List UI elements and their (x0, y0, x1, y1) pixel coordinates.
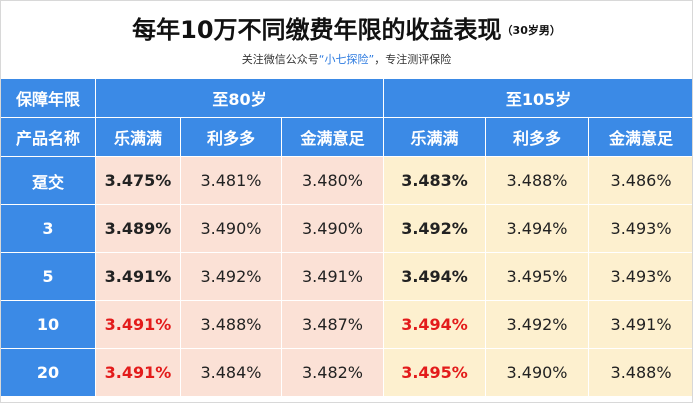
header-cell-term-label: 保障年限 (0, 78, 96, 118)
header-cell-product: 乐满满 (95, 117, 181, 157)
value-cell: 3.488% (180, 300, 282, 349)
value-cell: 3.491% (280, 252, 385, 301)
header-cell-product: 利多多 (180, 117, 282, 157)
table-row: 5 3.491% 3.492% 3.491% 3.494% 3.495% 3.4… (0, 252, 693, 301)
value-cell: 3.490% (180, 204, 282, 253)
subtitle: 关注微信公众号“小七探险”，专注测评保险 (0, 53, 693, 67)
value-cell: 3.493% (588, 252, 693, 301)
value-cell: 3.488% (588, 348, 693, 397)
value-cell: 3.491% (588, 300, 693, 349)
value-cell: 3.490% (280, 204, 385, 253)
row-term-label: 10 (0, 300, 96, 349)
value-cell: 3.489% (95, 204, 181, 253)
value-cell: 3.484% (180, 348, 282, 397)
title-suffix: （30岁男） (501, 24, 561, 37)
value-cell: 3.492% (180, 252, 282, 301)
header-cell-product: 乐满满 (383, 117, 487, 157)
value-cell: 3.494% (485, 204, 590, 253)
row-term-label: 趸交 (0, 156, 96, 205)
value-cell: 3.490% (485, 348, 590, 397)
header: 每年10万不同缴费年限的收益表现（30岁男） 关注微信公众号“小七探险”，专注测… (0, 0, 693, 78)
value-cell: 3.493% (588, 204, 693, 253)
value-cell: 3.492% (485, 300, 590, 349)
subtitle-suffix: ，专注测评保险 (374, 53, 452, 66)
value-cell: 3.488% (485, 156, 590, 205)
value-cell: 3.495% (485, 252, 590, 301)
value-cell: 3.483% (383, 156, 487, 205)
value-cell-highlight: 3.491% (95, 300, 181, 349)
page-title-line: 每年10万不同缴费年限的收益表现（30岁男） (0, 14, 693, 47)
row-term-label: 3 (0, 204, 96, 253)
table-row: 10 3.491% 3.488% 3.487% 3.494% 3.492% 3.… (0, 300, 693, 349)
yield-table: 保障年限 至80岁 至105岁 产品名称 乐满满 利多多 金满意足 乐满满 利多… (0, 78, 693, 397)
header-cell-product: 金满意足 (280, 117, 385, 157)
value-cell: 3.494% (383, 252, 487, 301)
table-row: 3 3.489% 3.490% 3.490% 3.492% 3.494% 3.4… (0, 204, 693, 253)
page-title: 每年10万不同缴费年限的收益表现 (132, 16, 502, 44)
value-cell: 3.482% (280, 348, 385, 397)
header-cell-product: 金满意足 (588, 117, 693, 157)
header-row-products: 产品名称 乐满满 利多多 金满意足 乐满满 利多多 金满意足 (0, 117, 693, 157)
header-cell-product-label: 产品名称 (0, 117, 96, 157)
header-cell-product: 利多多 (485, 117, 590, 157)
value-cell: 3.487% (280, 300, 385, 349)
header-row-term: 保障年限 至80岁 至105岁 (0, 78, 693, 118)
value-cell-highlight: 3.494% (383, 300, 487, 349)
value-cell: 3.486% (588, 156, 693, 205)
table-row: 20 3.491% 3.484% 3.482% 3.495% 3.490% 3.… (0, 348, 693, 397)
subtitle-prefix: 关注微信公众号 (241, 53, 319, 66)
header-cell-group-80: 至80岁 (94, 78, 385, 118)
value-cell: 3.481% (180, 156, 282, 205)
header-cell-group-105: 至105岁 (383, 78, 693, 118)
row-term-label: 20 (0, 348, 96, 397)
row-term-label: 5 (0, 252, 96, 301)
value-cell-highlight: 3.491% (95, 348, 181, 397)
table-row: 趸交 3.475% 3.481% 3.480% 3.483% 3.488% 3.… (0, 156, 693, 205)
value-cell: 3.475% (95, 156, 181, 205)
value-cell: 3.480% (280, 156, 385, 205)
value-cell-highlight: 3.495% (383, 348, 487, 397)
value-cell: 3.492% (383, 204, 487, 253)
value-cell: 3.491% (95, 252, 181, 301)
subtitle-account-name: “小七探险” (318, 53, 375, 66)
